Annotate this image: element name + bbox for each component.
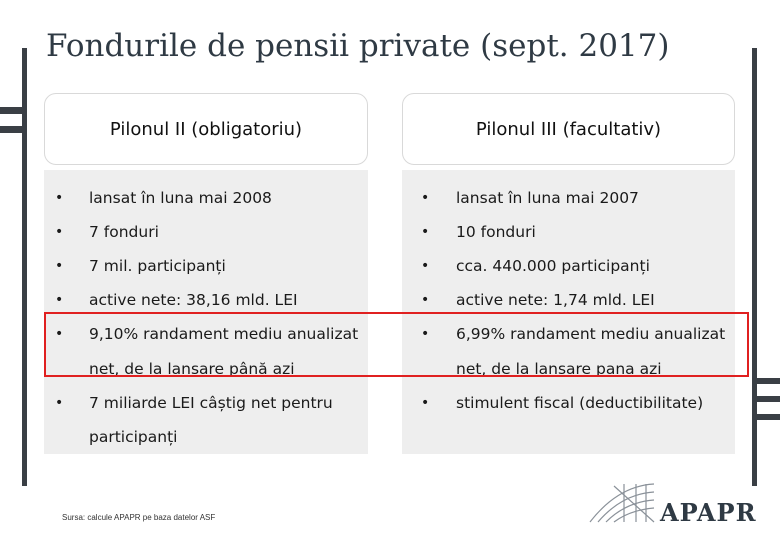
list-item: stimulent fiscal (deductibilitate) xyxy=(456,394,704,412)
list-item: 10 fonduri xyxy=(456,223,536,241)
list-item: 6,99% randament mediu anualizat xyxy=(456,325,726,343)
bullet: • xyxy=(55,326,64,342)
bullet: • xyxy=(421,292,430,308)
list-item-continuation: participanți xyxy=(89,428,178,446)
list-item: active nete: 38,16 mld. LEI xyxy=(89,291,298,309)
right-notch-bottom xyxy=(756,414,780,420)
page-title: Fondurile de pensii private (sept. 2017) xyxy=(46,28,670,64)
bullet: • xyxy=(55,258,64,274)
list-item: lansat în luna mai 2007 xyxy=(456,189,639,207)
list-item: 7 mil. participanți xyxy=(89,257,226,275)
list-item-continuation: net, de la lansare până azi xyxy=(89,360,295,378)
bullet: • xyxy=(421,395,430,411)
list-item: 7 fonduri xyxy=(89,223,159,241)
bullet: • xyxy=(421,224,430,240)
left-column-header: Pilonul II (obligatoriu) xyxy=(44,93,368,165)
list-item: 9,10% randament mediu anualizat xyxy=(89,325,359,343)
bullet: • xyxy=(421,258,430,274)
list-item: 7 miliarde LEI câștig net pentru xyxy=(89,394,333,412)
left-vertical-bar xyxy=(22,48,27,486)
left-notch-bottom xyxy=(0,126,24,133)
right-notch-middle xyxy=(756,396,780,402)
list-item: lansat în luna mai 2008 xyxy=(89,189,272,207)
list-item-continuation: net, de la lansare pana azi xyxy=(456,360,662,378)
bullet: • xyxy=(55,190,64,206)
apapr-logo-icon xyxy=(589,483,655,523)
bullet: • xyxy=(55,224,64,240)
highlight-box xyxy=(44,312,749,377)
list-item: cca. 440.000 participanți xyxy=(456,257,650,275)
right-vertical-bar xyxy=(752,48,757,486)
bullet: • xyxy=(421,326,430,342)
bullet: • xyxy=(55,292,64,308)
right-column-header: Pilonul III (facultativ) xyxy=(402,93,735,165)
source-note: Sursa: calcule APAPR pe baza datelor ASF xyxy=(62,513,216,522)
bullet: • xyxy=(55,395,64,411)
left-notch-top xyxy=(0,107,24,114)
bullet: • xyxy=(421,190,430,206)
logo-text: APAPR xyxy=(660,498,757,527)
right-notch-top xyxy=(756,378,780,384)
list-item: active nete: 1,74 mld. LEI xyxy=(456,291,655,309)
